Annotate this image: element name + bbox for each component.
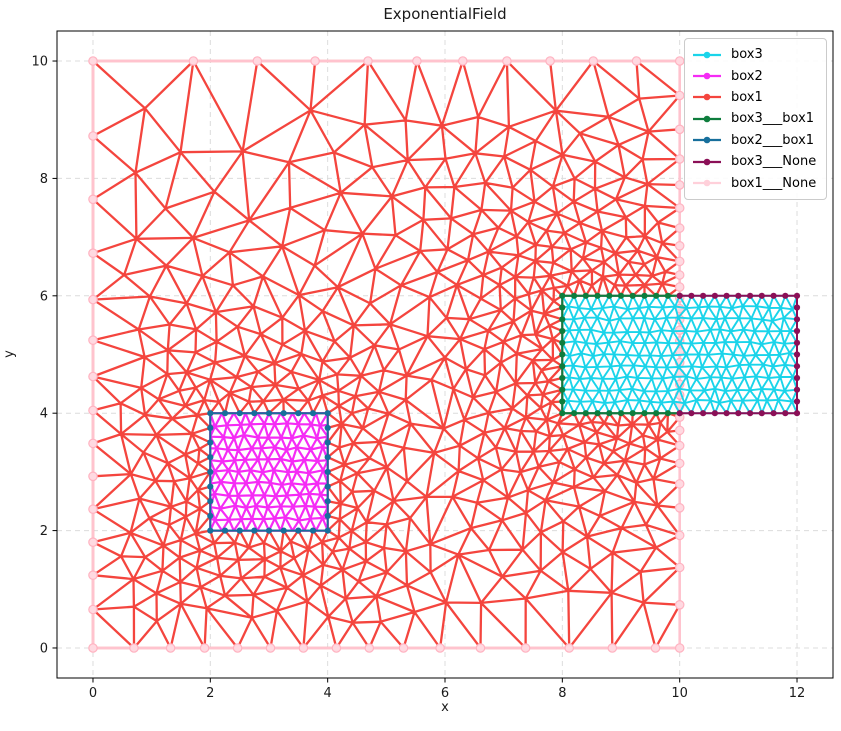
legend-item-label: box3: [731, 47, 763, 63]
box2-mesh: [209, 412, 329, 532]
y-tick-label: 2: [40, 524, 48, 539]
y-tick-label: 4: [40, 407, 48, 422]
legend-marker-icon: [693, 136, 721, 144]
x-tick-label: 6: [441, 686, 449, 701]
legend-item: box2: [692, 65, 816, 86]
y-axis-label: y: [2, 350, 17, 358]
legend-item: box3___None: [692, 151, 816, 172]
legend-item: box1: [692, 87, 816, 108]
x-tick-label: 12: [789, 686, 806, 701]
x-tick-label: 10: [671, 686, 688, 701]
axes-frame: [52, 30, 834, 683]
legend-marker-icon: [693, 158, 721, 165]
legend-item: box2___box1: [692, 130, 816, 151]
legend-marker-icon: [693, 72, 721, 80]
legend-item-label: box3___None: [731, 154, 817, 170]
legend-marker-icon: [693, 115, 721, 123]
legend-item: box3: [692, 44, 816, 65]
legend-marker-icon: [693, 51, 721, 58]
legend-marker-icon: [693, 94, 721, 101]
legend-item-label: box2___box1: [731, 132, 815, 148]
y-tick-label: 8: [40, 172, 48, 187]
legend-item-label: box1: [731, 89, 763, 105]
x-tick-label: 4: [324, 686, 332, 701]
legend-item: box3___box1: [692, 108, 816, 129]
boundary-box2-box1: [207, 410, 331, 534]
boundary-box3-none: [676, 292, 801, 417]
legend: box3 box2 box1 box3___box1 box2___box1 box3__…: [684, 38, 828, 200]
tick-labels: 0 2 4 6 8 10 12 0 2 4 6 8 10: [31, 55, 805, 701]
y-tick-label: 10: [31, 55, 48, 70]
x-tick-label: 0: [89, 686, 97, 701]
legend-item-label: box1___None: [731, 175, 817, 191]
plot-title: ExponentialField: [383, 5, 507, 23]
legend-marker-icon: [693, 179, 721, 187]
x-axis-label: x: [441, 700, 449, 715]
x-tick-label: 2: [206, 686, 214, 701]
legend-item: box1___None: [692, 172, 816, 193]
boundary-box1-none: [88, 56, 685, 653]
y-tick-label: 0: [40, 641, 48, 656]
legend-item-label: box3___box1: [731, 111, 815, 127]
y-tick-label: 6: [40, 289, 48, 304]
x-tick-label: 8: [558, 686, 566, 701]
legend-item-label: box2: [731, 68, 763, 84]
